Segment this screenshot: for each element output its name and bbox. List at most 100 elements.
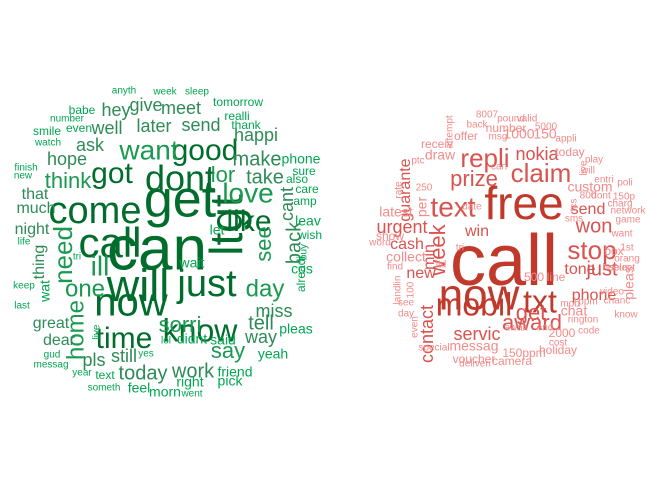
ham-word-great: great: [33, 315, 70, 332]
ham-word-day: day: [246, 275, 285, 302]
spam-word-ptc: ptc: [411, 156, 424, 167]
spam-word-pleas: pleas: [621, 266, 637, 299]
spam-word-800: 800: [580, 191, 597, 202]
spam-word-valid: valid: [517, 114, 538, 125]
ham-word-life: life: [18, 237, 31, 248]
ham-word-right: right: [176, 374, 203, 390]
spam-word-win: win: [464, 223, 489, 240]
ham-word-buy: buy: [299, 244, 310, 260]
spam-word-number: number: [486, 121, 527, 135]
spam-word-orang: orang: [614, 254, 640, 265]
ham-word-morn: morn: [149, 384, 181, 400]
ham-word-love: love: [222, 177, 273, 208]
spam-word-text: text: [430, 191, 475, 222]
ham-word-much: much: [16, 200, 55, 217]
ham-word-lol: lol: [161, 336, 171, 347]
ham-word-wish: wish: [297, 228, 322, 242]
ham-word-even: even: [66, 121, 92, 135]
ham-word-will: will: [106, 260, 170, 311]
spam-word-poli: poli: [617, 178, 633, 189]
spam-word-rate: rate: [394, 181, 405, 199]
spam-word-collect: collect: [386, 249, 426, 265]
spam-word-camera: camera: [492, 354, 532, 368]
spam-word-want: want: [610, 229, 632, 240]
ham-word-hey: hey: [101, 100, 130, 120]
ham-word-one: one: [65, 275, 105, 302]
ham-word-smile: smile: [33, 124, 61, 138]
ham-word-dear: dear: [43, 332, 76, 349]
spam-word-rington: rington: [568, 315, 599, 326]
spam-word-landlin: landlin: [393, 276, 404, 305]
spam-word-prize: prize: [450, 166, 498, 191]
ham-word-keep: keep: [13, 281, 35, 292]
ham-word-ill: ill: [91, 250, 110, 281]
spam-word-see: see: [398, 298, 415, 309]
spam-word-tri: tri: [456, 243, 464, 254]
ham-word-like: like: [226, 205, 271, 238]
ham-word-went: went: [180, 389, 202, 400]
spam-word-contact: contact: [417, 305, 437, 363]
spam-word-1000: 1000: [503, 126, 534, 142]
spam-word-voucher: voucher: [453, 352, 496, 366]
spam-word-free: free: [484, 177, 563, 229]
ham-word-need: need: [48, 226, 78, 284]
ham-word-well: well: [90, 118, 122, 138]
ham-word-time: time: [96, 322, 153, 355]
ham-word-now: now: [94, 281, 167, 325]
spam-word-entri: entri: [594, 175, 613, 186]
ham-word-come: come: [49, 190, 142, 232]
ham-word-wat: wat: [37, 280, 53, 303]
ham-word-said: said: [210, 332, 236, 348]
ham-word-cos: cos: [291, 261, 313, 277]
spam-word-find: find: [387, 262, 403, 273]
spam-word-charg: charg: [607, 199, 632, 210]
ham-word-alreadi: alreadi: [294, 256, 308, 292]
ham-word-tomorrow: tomorrow: [213, 95, 263, 109]
ham-word-week: week: [152, 87, 177, 98]
spam-word-servic: servic: [453, 324, 500, 344]
ham-word-tell: tell: [248, 312, 274, 334]
ham-word-number: number: [50, 114, 85, 125]
spam-word-holiday: holiday: [539, 343, 577, 357]
ham-word-pleas: pleas: [279, 321, 312, 337]
ham-word-ask: ask: [76, 135, 105, 155]
spam-word-5000: 5000: [535, 122, 558, 133]
spam-word-receiv: receiv: [421, 137, 453, 151]
ham-word-think: think: [45, 168, 92, 193]
ham-word-yes: yes: [138, 349, 154, 360]
spam-word-250: 250: [416, 183, 433, 194]
spam-word-send: send: [571, 201, 606, 218]
spam-word-sms: sms: [565, 214, 583, 225]
ham-word-night: night: [15, 221, 50, 238]
spam-word-draw: draw: [425, 147, 456, 163]
spam-word-appli: appli: [555, 134, 576, 145]
spam-word-end: end: [537, 323, 554, 334]
ham-word-know: know: [163, 312, 239, 348]
spam-word-will: will: [580, 166, 595, 177]
spam-word-chat: chat: [561, 303, 588, 319]
spam-word-per: per: [414, 197, 430, 218]
spam-word-special: special: [418, 343, 449, 354]
spam-word-ppm: ppm: [578, 297, 597, 308]
ham-word-today: today: [119, 362, 168, 384]
ham-word-watch: watch: [34, 138, 61, 149]
ham-word-pls: pls: [82, 350, 105, 370]
spam-word-day: day: [398, 309, 414, 320]
ham-word-someth: someth: [88, 383, 121, 394]
spam-word-urgent: urgent: [376, 217, 427, 237]
spam-word-txt: txt: [523, 283, 557, 319]
spam-word-just: just: [585, 258, 618, 280]
spam-word-bonus: bonus: [602, 263, 629, 274]
ham-word-cant: cant: [277, 187, 297, 221]
ham-word-miss: miss: [256, 301, 293, 321]
spam-word-pound: pound: [497, 114, 525, 125]
ham-word-pick: pick: [218, 373, 244, 389]
spam-word-messag: messag: [449, 338, 498, 354]
spam-word-select: select: [609, 263, 635, 274]
ham-word-year: year: [72, 368, 92, 379]
spam-word-video: video: [600, 287, 624, 298]
spam-word-msg: msg: [489, 132, 508, 143]
spam-word-chanc: chanc: [604, 296, 631, 307]
ham-word-can: can: [107, 214, 207, 283]
